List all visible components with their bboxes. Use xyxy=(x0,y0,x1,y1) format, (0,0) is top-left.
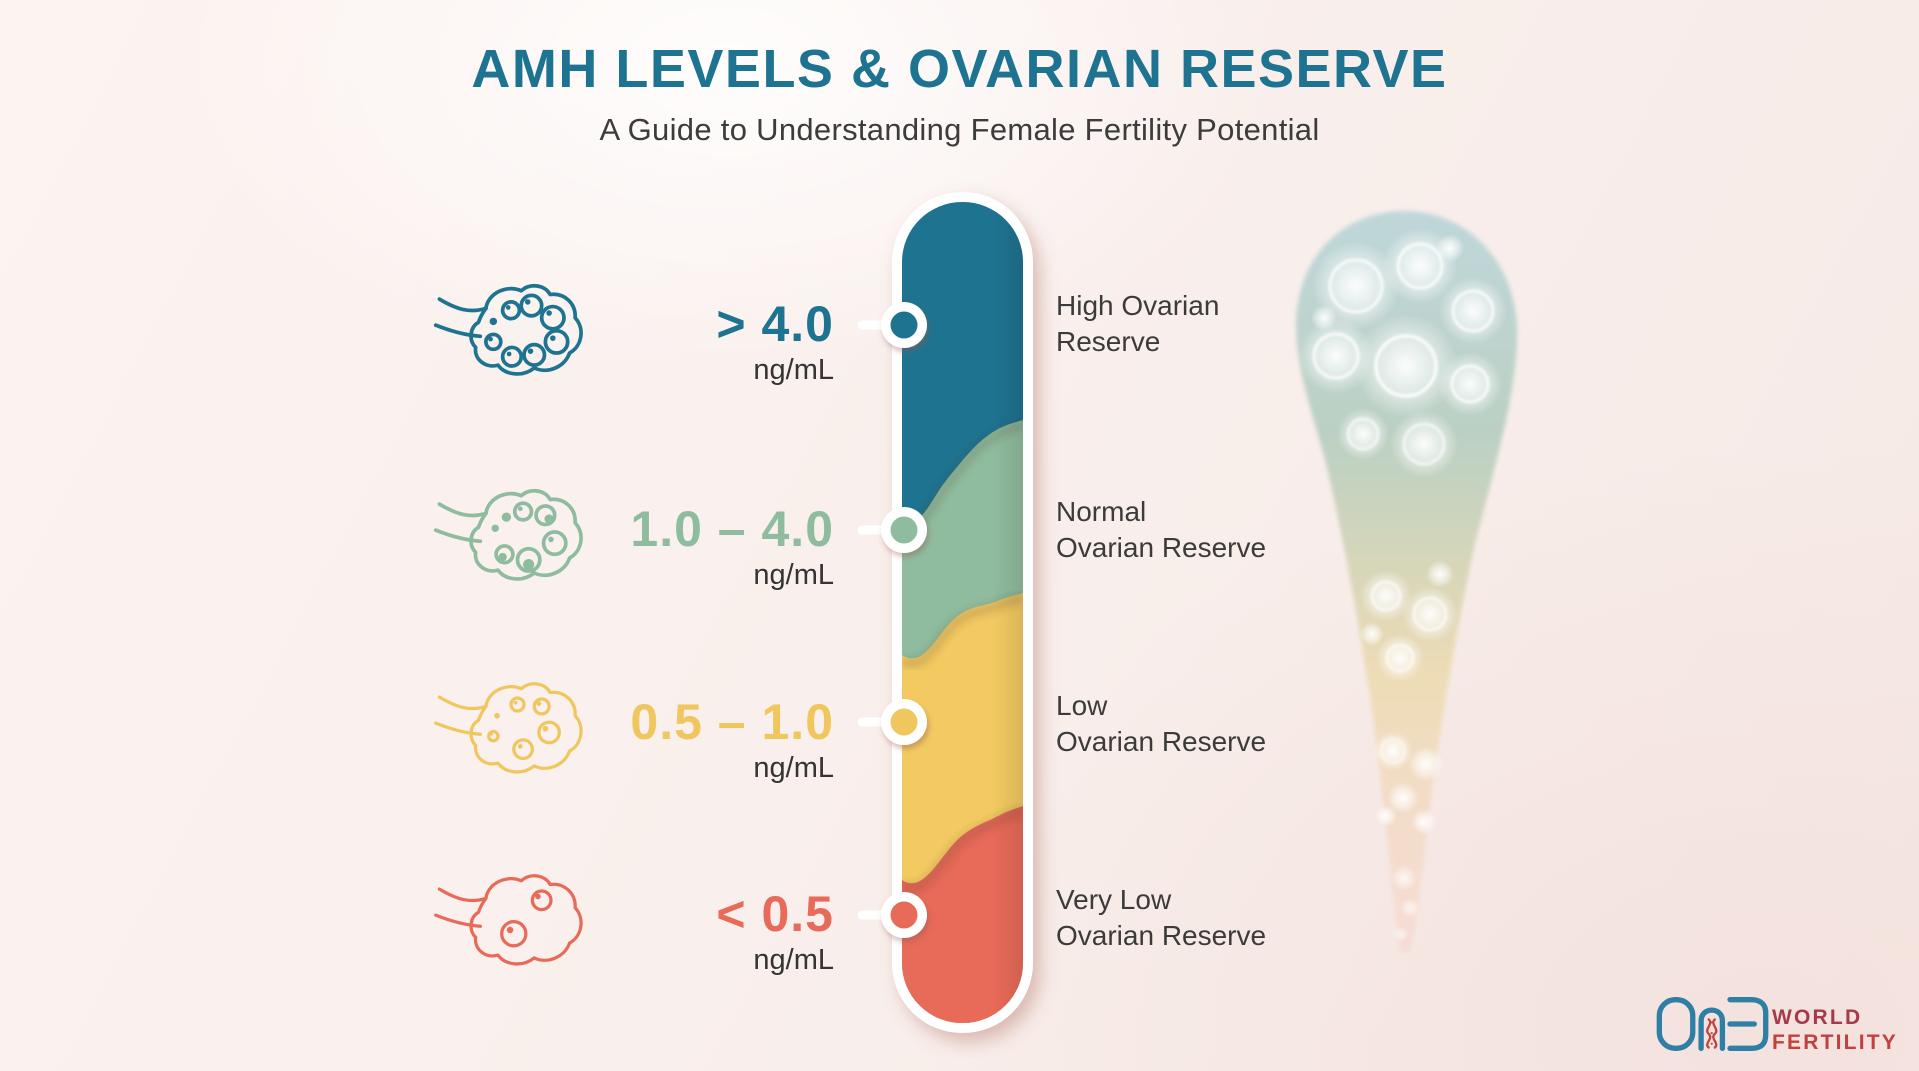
label-line: Reserve xyxy=(1056,326,1161,358)
ovary-few-follicles-icon xyxy=(434,682,583,774)
page-subtitle: A Guide to Understanding Female Fertilit… xyxy=(599,112,1320,147)
scale-marker-low xyxy=(857,699,927,745)
label-high-ovarian-reserve: High Ovarian Reserve xyxy=(1056,288,1396,361)
ovary-several-follicles-icon xyxy=(433,488,583,581)
amh-unit: ng/mL xyxy=(753,559,834,591)
label-line: High Ovarian xyxy=(1056,290,1220,321)
glowing-follicle-bubbles xyxy=(1298,228,1507,942)
header: AMH LEVELS & OVARIAN RESERVE A Guide to … xyxy=(0,38,1919,148)
label-line: Very Low xyxy=(1056,884,1172,915)
amh-scale xyxy=(857,192,1033,1033)
level-row-low: 0.5 – 1.0 ng/mL xyxy=(432,660,834,790)
scale-marker-normal xyxy=(857,507,927,553)
label-low-ovarian-reserve: Low Ovarian Reserve xyxy=(1056,688,1396,761)
one-logo-mark xyxy=(1656,997,1769,1051)
amh-unit: ng/mL xyxy=(753,944,834,976)
label-very-low-ovarian-reserve: Very Low Ovarian Reserve xyxy=(1056,882,1396,955)
logo-word-world: WORLD xyxy=(1772,1006,1863,1030)
label-line: Ovarian Reserve xyxy=(1056,920,1267,952)
label-line: Ovarian Reserve xyxy=(1056,726,1267,758)
page-title: AMH LEVELS & OVARIAN RESERVE xyxy=(471,39,1448,99)
amh-unit: ng/mL xyxy=(753,752,834,784)
logo-wordmark: WORLD FERTILITY xyxy=(1772,1006,1898,1056)
follicle-teardrop-illustration xyxy=(1296,211,1518,952)
level-value-high: > 4.0 ng/mL xyxy=(716,269,834,385)
scale-marker-high xyxy=(857,302,927,348)
ovary-minimal-follicles-icon xyxy=(434,874,583,966)
scale-marker-very-low xyxy=(857,892,927,938)
amh-range-normal: 1.0 – 4.0 xyxy=(630,501,834,557)
level-value-low: 0.5 – 1.0 ng/mL xyxy=(630,667,834,783)
amh-range-low: 0.5 – 1.0 xyxy=(630,694,834,750)
label-line: Normal xyxy=(1056,496,1147,527)
ovary-many-follicles-icon xyxy=(433,283,583,376)
level-row-very-low: < 0.5 ng/mL xyxy=(432,852,834,982)
level-value-very-low: < 0.5 ng/mL xyxy=(716,859,834,975)
amh-unit: ng/mL xyxy=(753,354,834,386)
one-world-fertility-logo: WORLD FERTILITY xyxy=(1652,986,1898,1062)
dna-strand-icon xyxy=(1706,1018,1718,1049)
amh-range-very-low: < 0.5 xyxy=(716,886,834,942)
amh-range-high: > 4.0 xyxy=(716,296,834,352)
label-line: Ovarian Reserve xyxy=(1056,532,1267,564)
logo-word-fertility: FERTILITY xyxy=(1772,1031,1898,1054)
level-row-normal: 1.0 – 4.0 ng/mL xyxy=(432,467,834,597)
label-line: Low xyxy=(1056,690,1108,721)
level-row-high: > 4.0 ng/mL xyxy=(432,262,834,392)
label-normal-ovarian-reserve: Normal Ovarian Reserve xyxy=(1056,494,1396,567)
level-value-normal: 1.0 – 4.0 ng/mL xyxy=(630,474,834,590)
